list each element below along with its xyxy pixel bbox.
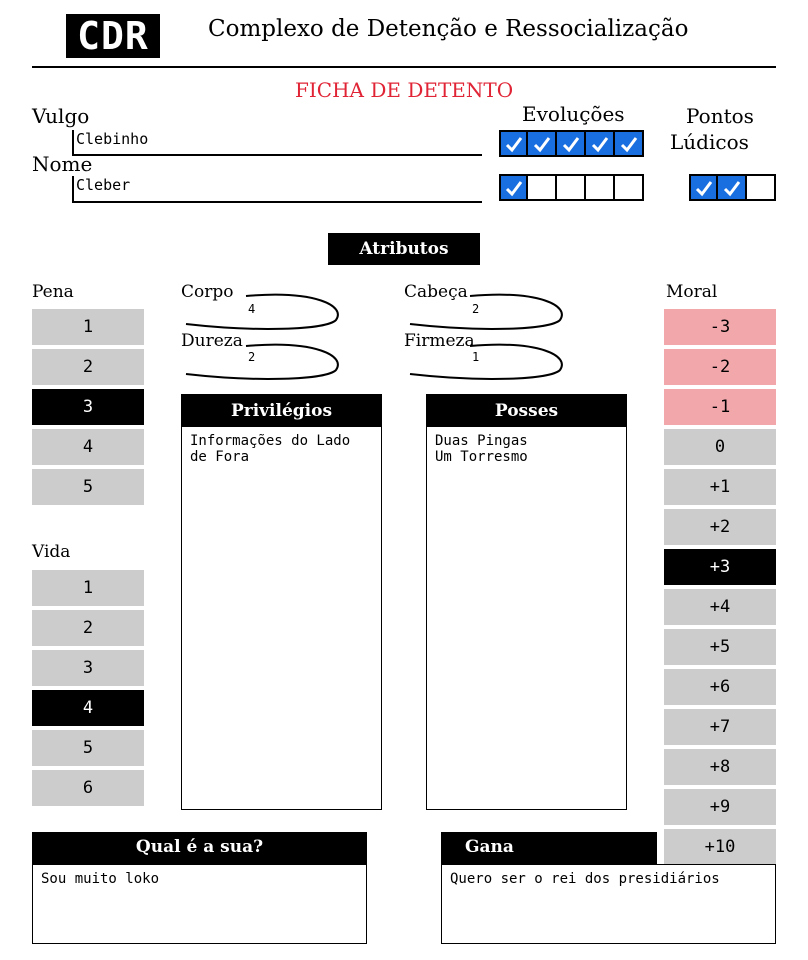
gana-header: Gana [441,832,657,864]
corpo-ellipse [185,293,339,330]
evolucoes-row1-checkbox-4[interactable] [586,130,615,157]
evolucoes-row-1 [499,130,644,157]
vida-cell[interactable]: 1 [32,570,144,606]
evolucoes-row2-checkbox-4[interactable] [586,174,615,201]
moral-cell[interactable]: +1 [664,469,776,505]
evolucoes-row2-checkbox-5[interactable] [615,174,644,201]
moral-cell[interactable]: +5 [664,629,776,665]
dureza-value[interactable]: 2 [248,350,256,364]
moral-track: -3 -2 -1 0 +1 +2 +3 +4 +5 +6 +7 +8 +9 +10 [664,309,776,869]
pena-cell[interactable]: 2 [32,349,144,385]
nome-field[interactable]: Cleber [72,176,482,203]
moral-cell[interactable]: +6 [664,669,776,705]
gana-field[interactable]: Quero ser o rei dos presidiários [441,864,776,944]
qual-e-a-sua-field[interactable]: Sou muito loko [32,864,367,944]
vida-cell[interactable]: 5 [32,730,144,766]
evolucoes-row-2 [499,174,644,201]
dureza-label: Dureza [181,331,243,351]
qual-e-a-sua-header: Qual é a sua? [32,832,367,864]
check-icon [620,136,637,152]
moral-cell[interactable]: -2 [664,349,776,385]
cabeca-label: Cabeça [404,282,468,302]
vida-label: Vida [32,542,71,562]
pena-cell[interactable]: 3 [32,389,144,425]
moral-cell[interactable]: +7 [664,709,776,745]
pontos-ludicos-label-1: Pontos [686,104,754,128]
moral-cell[interactable]: +2 [664,509,776,545]
evolucoes-row1-checkbox-3[interactable] [557,130,586,157]
pena-cell[interactable]: 1 [32,309,144,345]
check-icon [562,136,579,152]
evolucoes-row2-checkbox-1[interactable] [499,174,528,201]
posses-box[interactable]: Posses Duas Pingas Um Torresmo [426,394,627,810]
privilegios-box[interactable]: Privilégios Informações do Lado de Fora [181,394,382,810]
nome-label: Nome [32,152,93,176]
check-icon [533,136,550,152]
posses-header: Posses [427,395,626,427]
moral-cell[interactable]: 0 [664,429,776,465]
cabeca-ellipse [409,293,563,330]
posses-line-1: Duas Pingas [435,433,528,449]
check-icon [505,136,522,152]
pontos-ludicos-label-2: Lúdicos [670,130,749,154]
sheet-title: FICHA DE DETENTO [295,78,514,102]
cabeca-value[interactable]: 2 [472,302,480,316]
pontos-ludicos-checkbox-1[interactable] [689,174,718,201]
cdr-logo: CDR [66,14,160,58]
check-icon [591,136,608,152]
evolucoes-label: Evoluções [522,102,625,126]
evolucoes-row2-checkbox-3[interactable] [557,174,586,201]
pontos-ludicos-checkbox-2[interactable] [718,174,747,201]
moral-cell[interactable]: +8 [664,749,776,785]
moral-cell[interactable]: +3 [664,549,776,585]
pena-cell[interactable]: 5 [32,469,144,505]
moral-cell[interactable]: +9 [664,789,776,825]
check-icon [723,180,740,196]
pontos-ludicos-row [689,174,776,201]
privilegios-header: Privilégios [182,395,381,427]
evolucoes-row1-checkbox-5[interactable] [615,130,644,157]
pena-cell[interactable]: 4 [32,429,144,465]
corpo-value[interactable]: 4 [248,302,256,316]
evolucoes-row1-checkbox-2[interactable] [528,130,557,157]
evolucoes-row2-checkbox-2[interactable] [528,174,557,201]
atributos-header: Atributos [328,233,480,265]
vida-cell[interactable]: 2 [32,610,144,646]
evolucoes-row1-checkbox-1[interactable] [499,130,528,157]
vida-track: 1 2 3 4 5 6 [32,570,144,810]
vida-cell[interactable]: 4 [32,690,144,726]
vida-cell[interactable]: 3 [32,650,144,686]
moral-cell[interactable]: +10 [664,829,776,865]
moral-label: Moral [666,282,718,302]
firmeza-label: Firmeza [404,331,475,351]
firmeza-value[interactable]: 1 [472,350,480,364]
firmeza-ellipse [409,343,563,380]
attribute-ellipses [185,293,563,380]
vulgo-field[interactable]: Clebinho [72,130,482,156]
check-icon [505,180,522,196]
header-divider [32,66,776,68]
moral-cell[interactable]: -3 [664,309,776,345]
moral-cell[interactable]: -1 [664,389,776,425]
vida-cell[interactable]: 6 [32,770,144,806]
posses-line-2: Um Torresmo [435,449,528,465]
check-icon [695,180,712,196]
moral-cell[interactable]: +4 [664,589,776,625]
privilegios-line-1: Informações do Lado [190,433,351,449]
dureza-ellipse [185,343,339,380]
page-title: Complexo de Detenção e Ressocialização [208,16,689,42]
pontos-ludicos-checkbox-3[interactable] [747,174,776,201]
vulgo-label: Vulgo [32,104,90,128]
corpo-label: Corpo [181,282,234,302]
pena-label: Pena [32,282,74,302]
privilegios-line-2: de Fora [190,449,250,465]
pena-track: 1 2 3 4 5 [32,309,144,509]
